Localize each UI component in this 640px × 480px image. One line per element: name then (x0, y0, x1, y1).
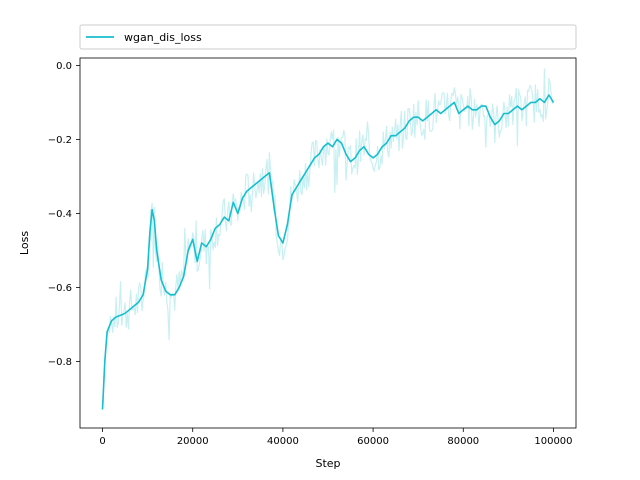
x-tick-label: 20000 (177, 436, 209, 447)
x-tick-label: 40000 (267, 436, 299, 447)
x-tick-label: 100000 (534, 436, 572, 447)
raw-series-line (101, 68, 554, 410)
series-line-wgan-dis-loss (101, 94, 555, 410)
x-tick-label: 0 (99, 436, 105, 447)
y-axis: 0.0 −0.2 −0.4 −0.6 −0.8 (48, 61, 80, 368)
y-tick-label: −0.4 (48, 209, 72, 220)
plot-frame (79, 57, 577, 429)
x-tick-label: 80000 (447, 436, 479, 447)
x-tick-label: 60000 (357, 436, 389, 447)
plot-background (80, 58, 576, 428)
raw-series-layer (101, 68, 554, 410)
legend: wgan_dis_loss (79, 24, 577, 50)
y-tick-label: 0.0 (56, 61, 72, 72)
y-axis-label: Loss (18, 231, 31, 255)
y-tick-label: −0.6 (48, 283, 72, 294)
legend-box (79, 24, 577, 50)
legend-entry: wgan_dis_loss (124, 31, 202, 44)
x-axis: 0 20000 40000 60000 80000 100000 (99, 428, 573, 447)
x-axis-label: Step (315, 457, 340, 470)
y-tick-label: −0.2 (48, 135, 72, 146)
y-tick-label: −0.8 (48, 357, 72, 368)
series-layer (101, 94, 555, 410)
